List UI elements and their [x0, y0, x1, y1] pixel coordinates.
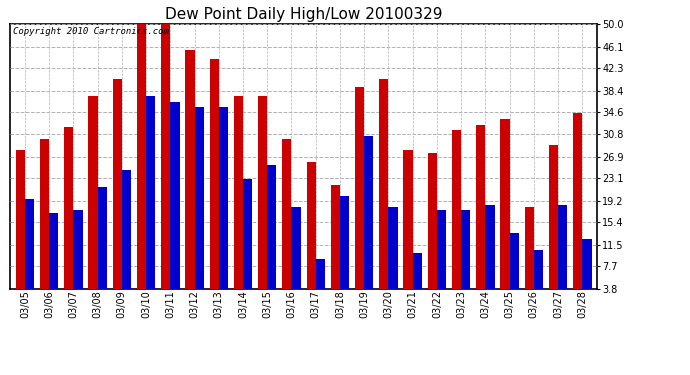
Bar — [97, 188, 107, 289]
Bar — [243, 179, 253, 289]
Bar — [161, 24, 170, 289]
Bar — [524, 207, 534, 289]
Bar — [558, 205, 567, 289]
Bar — [510, 233, 519, 289]
Bar — [137, 24, 146, 289]
Bar — [25, 199, 34, 289]
Bar — [340, 196, 349, 289]
Bar — [291, 207, 301, 289]
Bar — [258, 96, 267, 289]
Bar — [404, 150, 413, 289]
Bar — [355, 87, 364, 289]
Bar — [428, 153, 437, 289]
Bar — [122, 170, 131, 289]
Bar — [476, 124, 485, 289]
Bar — [195, 107, 204, 289]
Bar — [234, 96, 243, 289]
Bar — [170, 102, 179, 289]
Bar — [452, 130, 461, 289]
Bar — [49, 213, 59, 289]
Bar — [16, 150, 25, 289]
Bar — [282, 139, 291, 289]
Bar — [388, 207, 397, 289]
Bar — [500, 119, 510, 289]
Bar — [364, 136, 373, 289]
Bar — [461, 210, 471, 289]
Bar — [267, 165, 277, 289]
Bar — [316, 259, 325, 289]
Bar — [380, 79, 388, 289]
Bar — [573, 113, 582, 289]
Bar — [146, 96, 155, 289]
Bar — [549, 144, 558, 289]
Bar — [112, 79, 122, 289]
Bar — [306, 162, 316, 289]
Bar — [437, 210, 446, 289]
Bar — [534, 251, 543, 289]
Bar — [413, 253, 422, 289]
Title: Dew Point Daily High/Low 20100329: Dew Point Daily High/Low 20100329 — [165, 7, 442, 22]
Bar — [331, 184, 340, 289]
Bar — [73, 210, 83, 289]
Bar — [40, 139, 49, 289]
Bar — [582, 239, 591, 289]
Bar — [88, 96, 97, 289]
Text: Copyright 2010 Cartronics.com: Copyright 2010 Cartronics.com — [13, 27, 169, 36]
Bar — [210, 59, 219, 289]
Bar — [485, 205, 495, 289]
Bar — [219, 107, 228, 289]
Bar — [186, 50, 195, 289]
Bar — [64, 128, 73, 289]
